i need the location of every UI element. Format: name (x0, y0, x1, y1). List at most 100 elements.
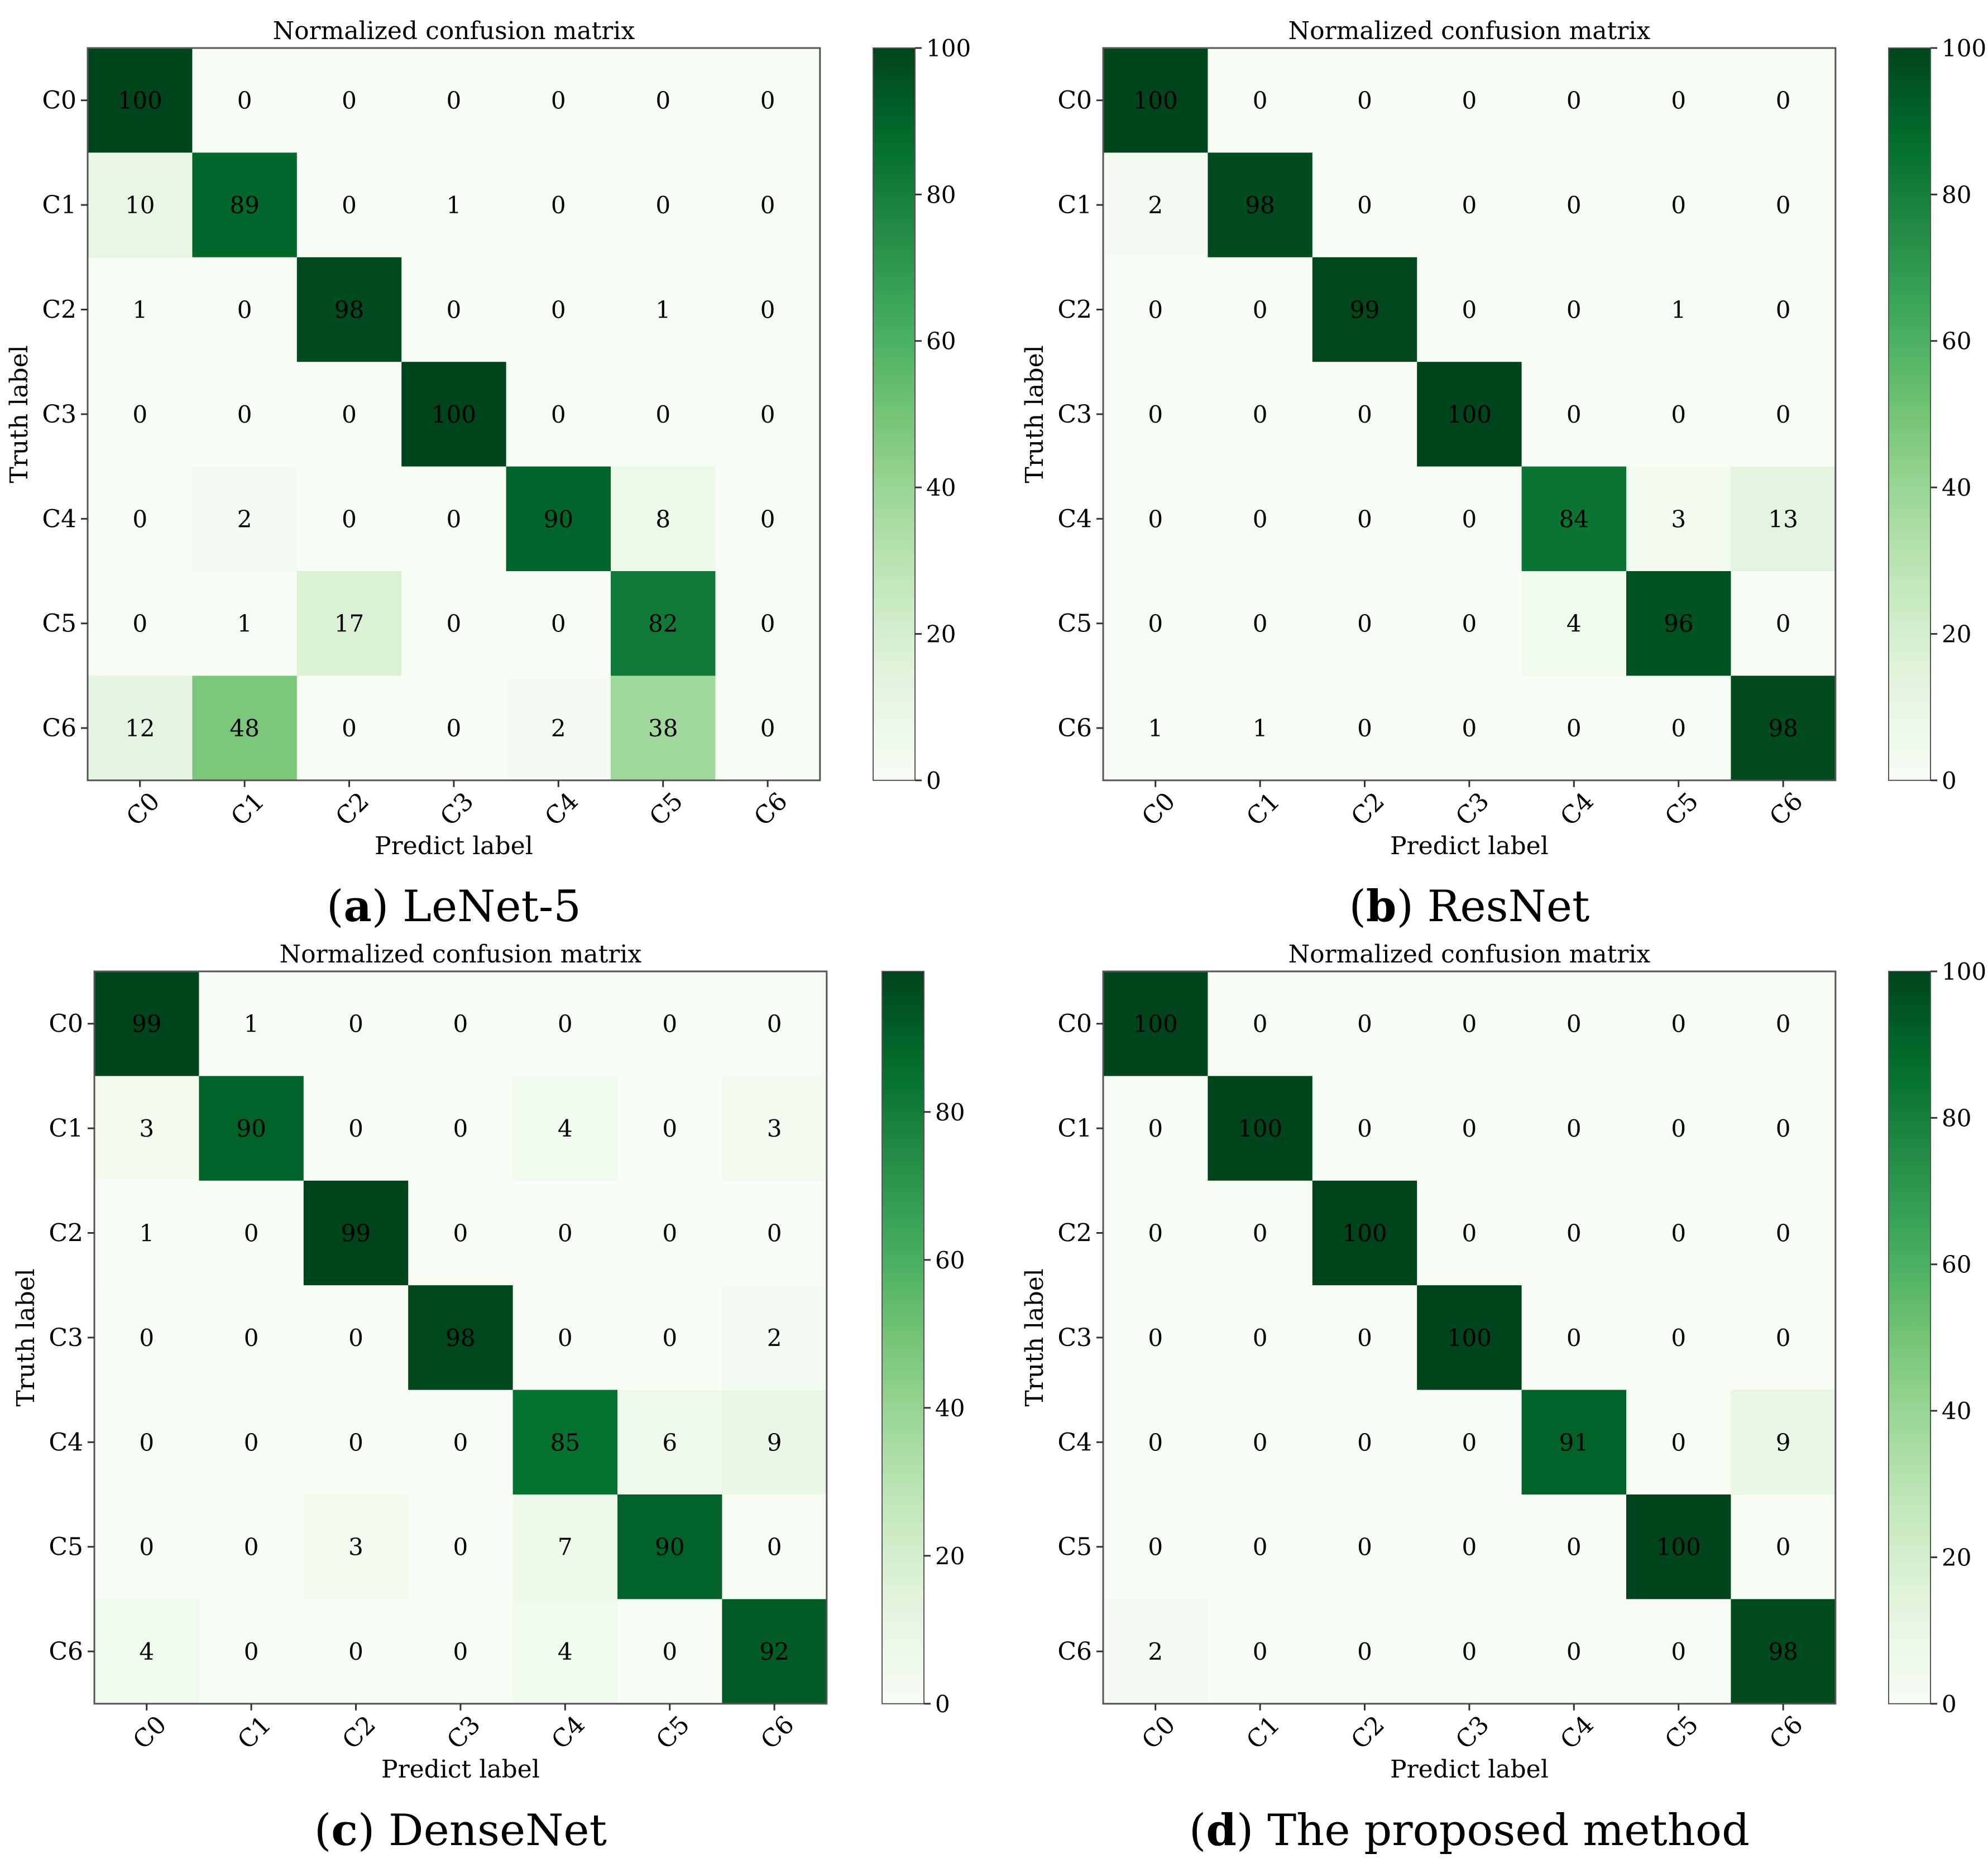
cell-value-label: 100 (1447, 1324, 1492, 1352)
cell-value-label: 0 (244, 1324, 259, 1352)
heatmap-cell (1312, 1180, 1417, 1286)
y-tick-label: C2 (42, 296, 76, 324)
cell-value-label: 1 (237, 610, 252, 638)
cell-value-label: 0 (1567, 1324, 1582, 1352)
heatmap-cell (611, 466, 716, 572)
cell-value-label: 85 (550, 1429, 580, 1456)
heatmap-cell (1103, 152, 1208, 258)
cell-value-label: 0 (1253, 296, 1268, 324)
heatmap-cell (617, 1180, 722, 1286)
cell-value-label: 0 (1462, 296, 1477, 324)
heatmap-cell (617, 1599, 722, 1704)
heatmap-cell (722, 1180, 827, 1286)
panel-caption: (b) ResNet (1349, 881, 1589, 932)
heatmap-cell (715, 362, 821, 467)
heatmap-cell (408, 971, 514, 1076)
y-tick-label: C3 (1057, 400, 1092, 429)
heatmap-cell (1103, 971, 1208, 1076)
heatmap-cell (303, 1076, 409, 1181)
heatmap-cell (1521, 1390, 1627, 1495)
heatmap-cell (1103, 257, 1208, 362)
cell-value-label: 99 (132, 1010, 161, 1038)
heatmap-cell (506, 676, 611, 781)
heatmap-cell (617, 1494, 722, 1599)
heatmap-cell (1208, 1599, 1313, 1704)
y-tick-label: C4 (42, 505, 76, 533)
cell-value-label: 0 (348, 1010, 363, 1038)
cell-value-label: 100 (1133, 1010, 1178, 1038)
cell-value-label: 0 (1357, 1534, 1372, 1561)
cell-value-label: 9 (1776, 1429, 1791, 1456)
cell-value-label: 0 (551, 401, 566, 428)
heatmap-cell (506, 48, 611, 153)
cell-value-label: 0 (1671, 1115, 1686, 1142)
cell-value-label: 0 (1148, 1115, 1163, 1142)
cell-value-label: 0 (760, 401, 775, 428)
cell-value-label: 0 (1357, 1010, 1372, 1038)
y-tick-label: C1 (1057, 1114, 1092, 1143)
y-tick-label: C1 (49, 1114, 83, 1143)
cell-value-label: 90 (544, 505, 573, 533)
colorbar-tick-label: 80 (926, 181, 956, 208)
cell-value-label: 0 (1776, 1324, 1791, 1352)
heatmap-cell (192, 257, 298, 362)
cell-value-label: 0 (1671, 1638, 1686, 1665)
heatmap-cell (1312, 1285, 1417, 1391)
heatmap-cell (1103, 676, 1208, 781)
cell-value-label: 0 (132, 505, 147, 533)
cell-value-label: 0 (1671, 401, 1686, 428)
heatmap-cell (296, 362, 402, 467)
panel-title: Normalized confusion matrix (273, 17, 635, 45)
heatmap-cell (199, 1599, 304, 1704)
heatmap-cell (1103, 48, 1208, 153)
cell-value-label: 0 (348, 1115, 363, 1142)
heatmap-cell (199, 1180, 304, 1286)
x-tick-label: C1 (226, 787, 270, 832)
cell-value-label: 38 (648, 715, 678, 742)
cell-value-label: 2 (1148, 1638, 1163, 1665)
heatmap-cell (1103, 1390, 1208, 1495)
cell-value-label: 0 (1567, 296, 1582, 324)
heatmap-cell (1312, 48, 1417, 153)
cell-value-label: 0 (1776, 296, 1791, 324)
cell-value-label: 100 (118, 87, 162, 114)
cell-value-label: 0 (447, 87, 462, 114)
cell-value-label: 89 (229, 191, 259, 219)
cell-value-label: 0 (1357, 401, 1372, 428)
cell-value-label: 0 (1567, 1534, 1582, 1561)
heatmap-cell (715, 676, 821, 781)
heatmap-cell (512, 1494, 618, 1599)
cell-value-label: 0 (1567, 1115, 1582, 1142)
panel-caption: (d) The proposed method (1189, 1805, 1750, 1856)
cell-value-label: 0 (655, 191, 670, 219)
cell-value-label: 0 (1357, 87, 1372, 114)
heatmap-cell (722, 1494, 827, 1599)
cell-value-label: 0 (1776, 1115, 1791, 1142)
x-axis-label: Predict label (1390, 832, 1549, 860)
heatmap-cell (506, 152, 611, 258)
cell-value-label: 2 (1148, 191, 1163, 219)
heatmap-cell (408, 1285, 514, 1391)
heatmap-cell (1417, 971, 1522, 1076)
cell-value-label: 6 (662, 1429, 677, 1456)
heatmap-cell (506, 571, 611, 676)
heatmap-cell (1208, 1180, 1313, 1286)
cell-value-label: 0 (1462, 1638, 1477, 1665)
heatmap-cell (303, 971, 409, 1076)
heatmap-cell (506, 466, 611, 572)
colorbar-tick-label: 60 (935, 1247, 965, 1274)
colorbar (1888, 971, 1931, 1704)
cell-value-label: 0 (1357, 1638, 1372, 1665)
heatmap-cell (296, 571, 402, 676)
cell-value-label: 0 (767, 1534, 782, 1561)
heatmap-cell (715, 257, 821, 362)
cell-value-label: 0 (1148, 1534, 1163, 1561)
panel-title: Normalized confusion matrix (280, 940, 642, 969)
heatmap-cell (408, 1180, 514, 1286)
heatmap-cell (1521, 676, 1627, 781)
x-tick-label: C4 (539, 787, 584, 832)
heatmap-cell (1521, 1494, 1627, 1599)
heatmap-cell (1731, 1285, 1836, 1391)
cell-value-label: 0 (1357, 191, 1372, 219)
